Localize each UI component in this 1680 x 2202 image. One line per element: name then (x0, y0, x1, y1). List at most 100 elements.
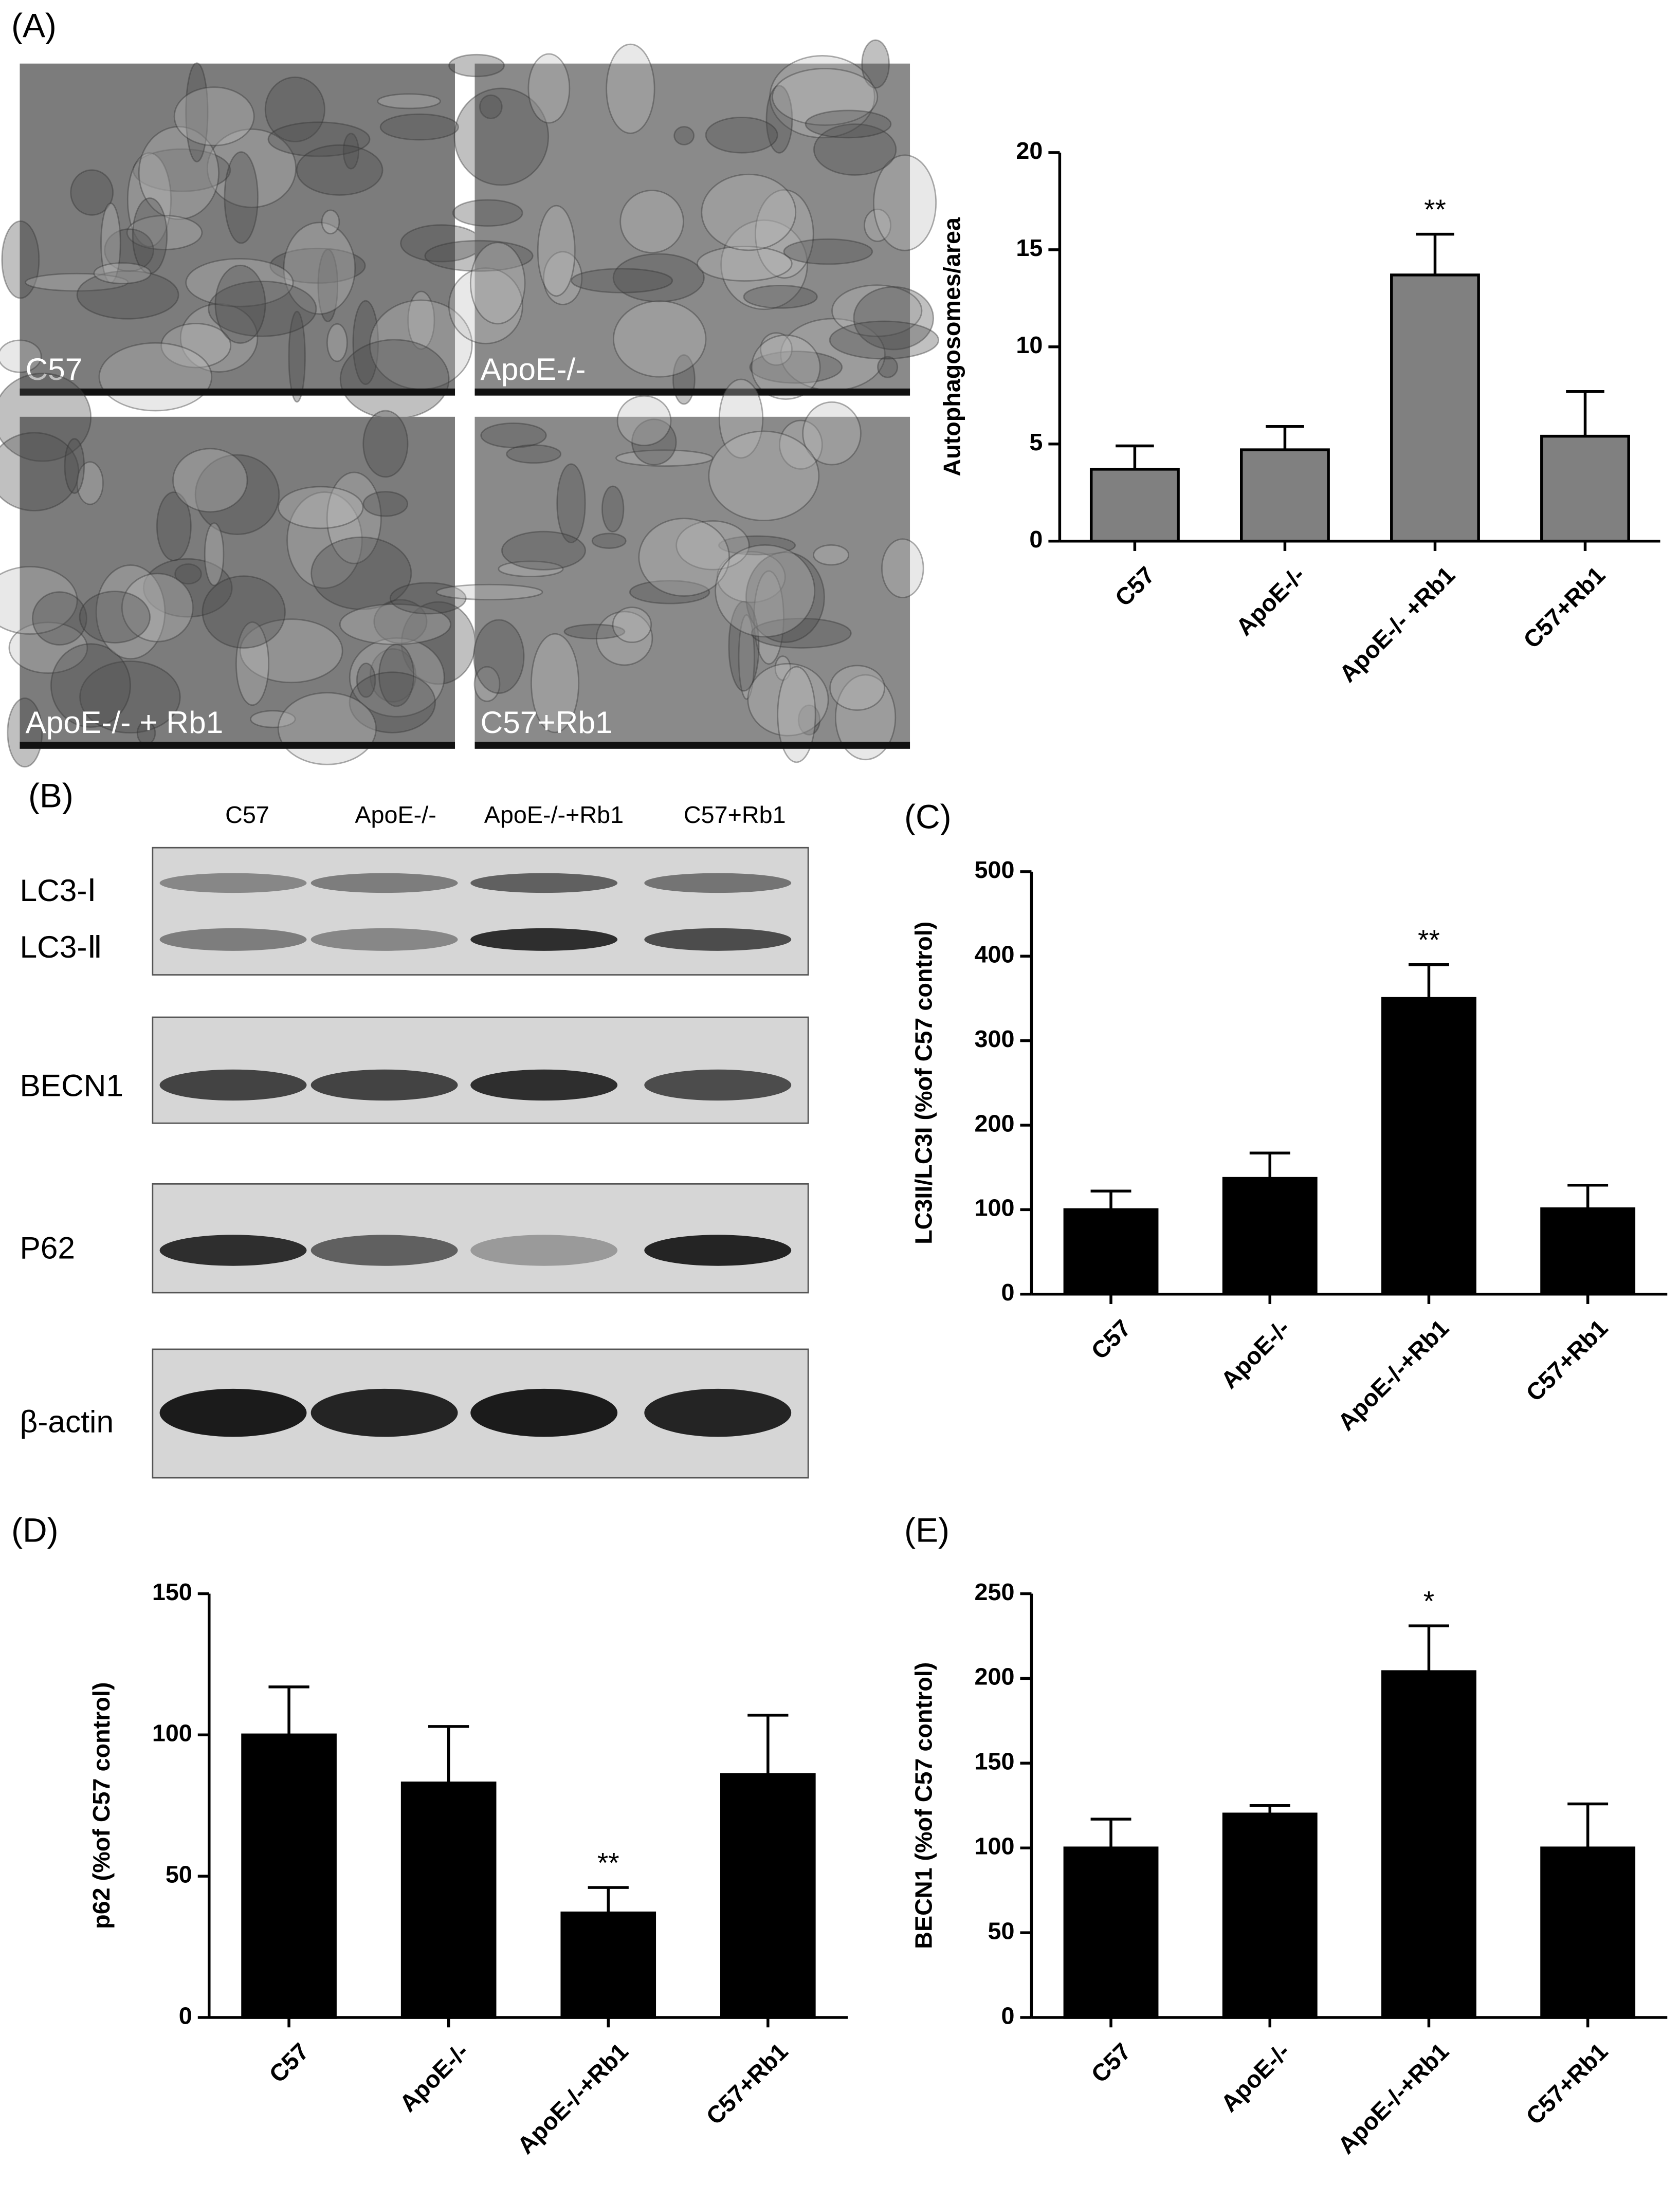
y-tick-label: 0 (1001, 2002, 1014, 2029)
texture (79, 660, 181, 734)
texture (777, 666, 816, 763)
texture (448, 267, 523, 344)
y-axis-label: p62 (%of C57 control) (88, 1682, 115, 1929)
texture (7, 698, 43, 768)
y-tick-label: 400 (974, 941, 1014, 968)
band (159, 1388, 307, 1437)
texture (613, 300, 707, 378)
texture (352, 300, 379, 386)
row-label: β-actin (20, 1404, 114, 1439)
texture (701, 173, 797, 251)
bar (1222, 1812, 1318, 2019)
texture (751, 334, 821, 400)
y-tick-label: 150 (152, 1579, 192, 1605)
texture (239, 618, 343, 684)
texture (172, 448, 248, 513)
x-tick-label: C57 (264, 2038, 314, 2088)
texture (288, 310, 306, 403)
row-label: LC3-Ⅱ (20, 929, 102, 964)
x-tick-label: ApoE-/-+Rb1 (1332, 2038, 1454, 2159)
texture (631, 418, 677, 466)
texture (480, 423, 547, 449)
texture (615, 449, 714, 467)
texture (224, 151, 259, 244)
texture (479, 94, 503, 119)
bar (1381, 1670, 1476, 2019)
bar (1390, 273, 1480, 543)
texture (556, 463, 586, 543)
texture (591, 533, 627, 549)
texture (813, 123, 897, 176)
texture (716, 550, 786, 603)
texture (797, 704, 821, 736)
band (470, 1388, 618, 1437)
x-tick-label: C57 (1086, 2038, 1136, 2088)
texture (527, 53, 571, 124)
texture (563, 623, 626, 639)
micrograph-label: C57+Rb1 (480, 705, 612, 740)
y-tick-label: 15 (1016, 234, 1043, 261)
texture (453, 87, 550, 186)
texture (326, 323, 348, 362)
texture (93, 262, 152, 284)
bar (720, 1773, 816, 2019)
texture (156, 491, 192, 561)
texture (745, 552, 825, 643)
texture (424, 240, 534, 272)
bar (1540, 1846, 1636, 2019)
y-tick-label: 250 (974, 1579, 1014, 1605)
band (311, 928, 458, 951)
texture (208, 280, 317, 337)
texture (718, 378, 764, 459)
texture (755, 189, 814, 279)
band (470, 1235, 618, 1266)
texture (132, 197, 168, 274)
row-label: LC3-Ⅰ (20, 873, 96, 908)
y-axis-label: LC3II/LC3I (%of C57 control) (910, 922, 937, 1244)
texture (751, 617, 852, 649)
band (644, 1069, 792, 1101)
x-tick-label: ApoE-/- (1231, 561, 1310, 640)
texture (50, 643, 131, 728)
band (644, 1388, 792, 1437)
texture (473, 619, 525, 694)
texture (362, 410, 409, 478)
blot (152, 847, 809, 976)
texture (601, 485, 625, 533)
texture (571, 268, 673, 293)
panel-label: (B) (28, 776, 74, 814)
x-tick-label: ApoE-/- (394, 2038, 473, 2117)
texture (179, 303, 259, 373)
texture (104, 228, 154, 272)
texture (278, 486, 364, 529)
band (644, 873, 792, 893)
texture (537, 205, 576, 297)
texture (881, 538, 924, 598)
texture (185, 258, 294, 307)
texture (1, 220, 40, 299)
texture (435, 583, 543, 600)
texture (638, 518, 730, 597)
texture (342, 133, 359, 170)
texture (501, 530, 587, 571)
micrograph-label: ApoE-/- (480, 352, 586, 387)
band (311, 1069, 458, 1101)
texture (469, 242, 526, 325)
y-tick-label: 0 (1001, 1279, 1014, 1306)
texture (829, 665, 885, 711)
significance: ** (1424, 193, 1446, 225)
band (311, 1388, 458, 1437)
texture (235, 621, 269, 706)
texture (619, 190, 684, 253)
texture (834, 674, 897, 761)
texture (70, 169, 114, 216)
y-tick-label: 200 (974, 1110, 1014, 1136)
bar (1540, 434, 1630, 543)
texture (362, 491, 409, 517)
y-tick-label: 50 (988, 1917, 1014, 1944)
texture (138, 126, 220, 220)
y-axis-label: Autophagosomes/area (939, 217, 965, 476)
band (470, 928, 618, 951)
texture (864, 208, 891, 242)
texture (76, 270, 179, 320)
